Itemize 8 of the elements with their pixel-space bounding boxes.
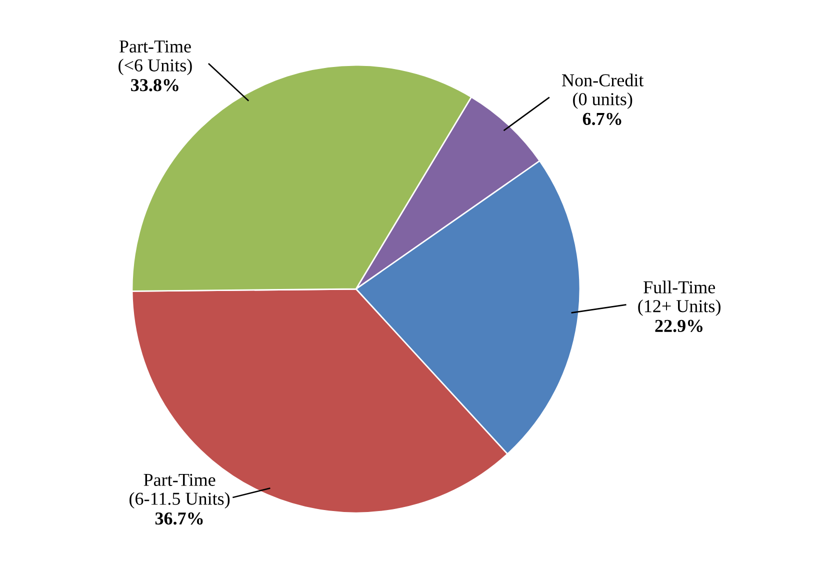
slice-label: Full-Time (12+ Units) bbox=[638, 280, 720, 316]
slice-label: Part-Time (6-11.5 Units) bbox=[130, 474, 230, 509]
data-label: 6.7% bbox=[582, 112, 622, 126]
slice-label: Non-Credit (0 units) bbox=[562, 74, 644, 109]
data-label: 36.7% bbox=[155, 512, 203, 525]
data-label: 33.8% bbox=[131, 79, 178, 92]
data-label: 22.9% bbox=[655, 320, 702, 332]
slice-label: Part-Time (<6 Units) bbox=[118, 40, 192, 76]
